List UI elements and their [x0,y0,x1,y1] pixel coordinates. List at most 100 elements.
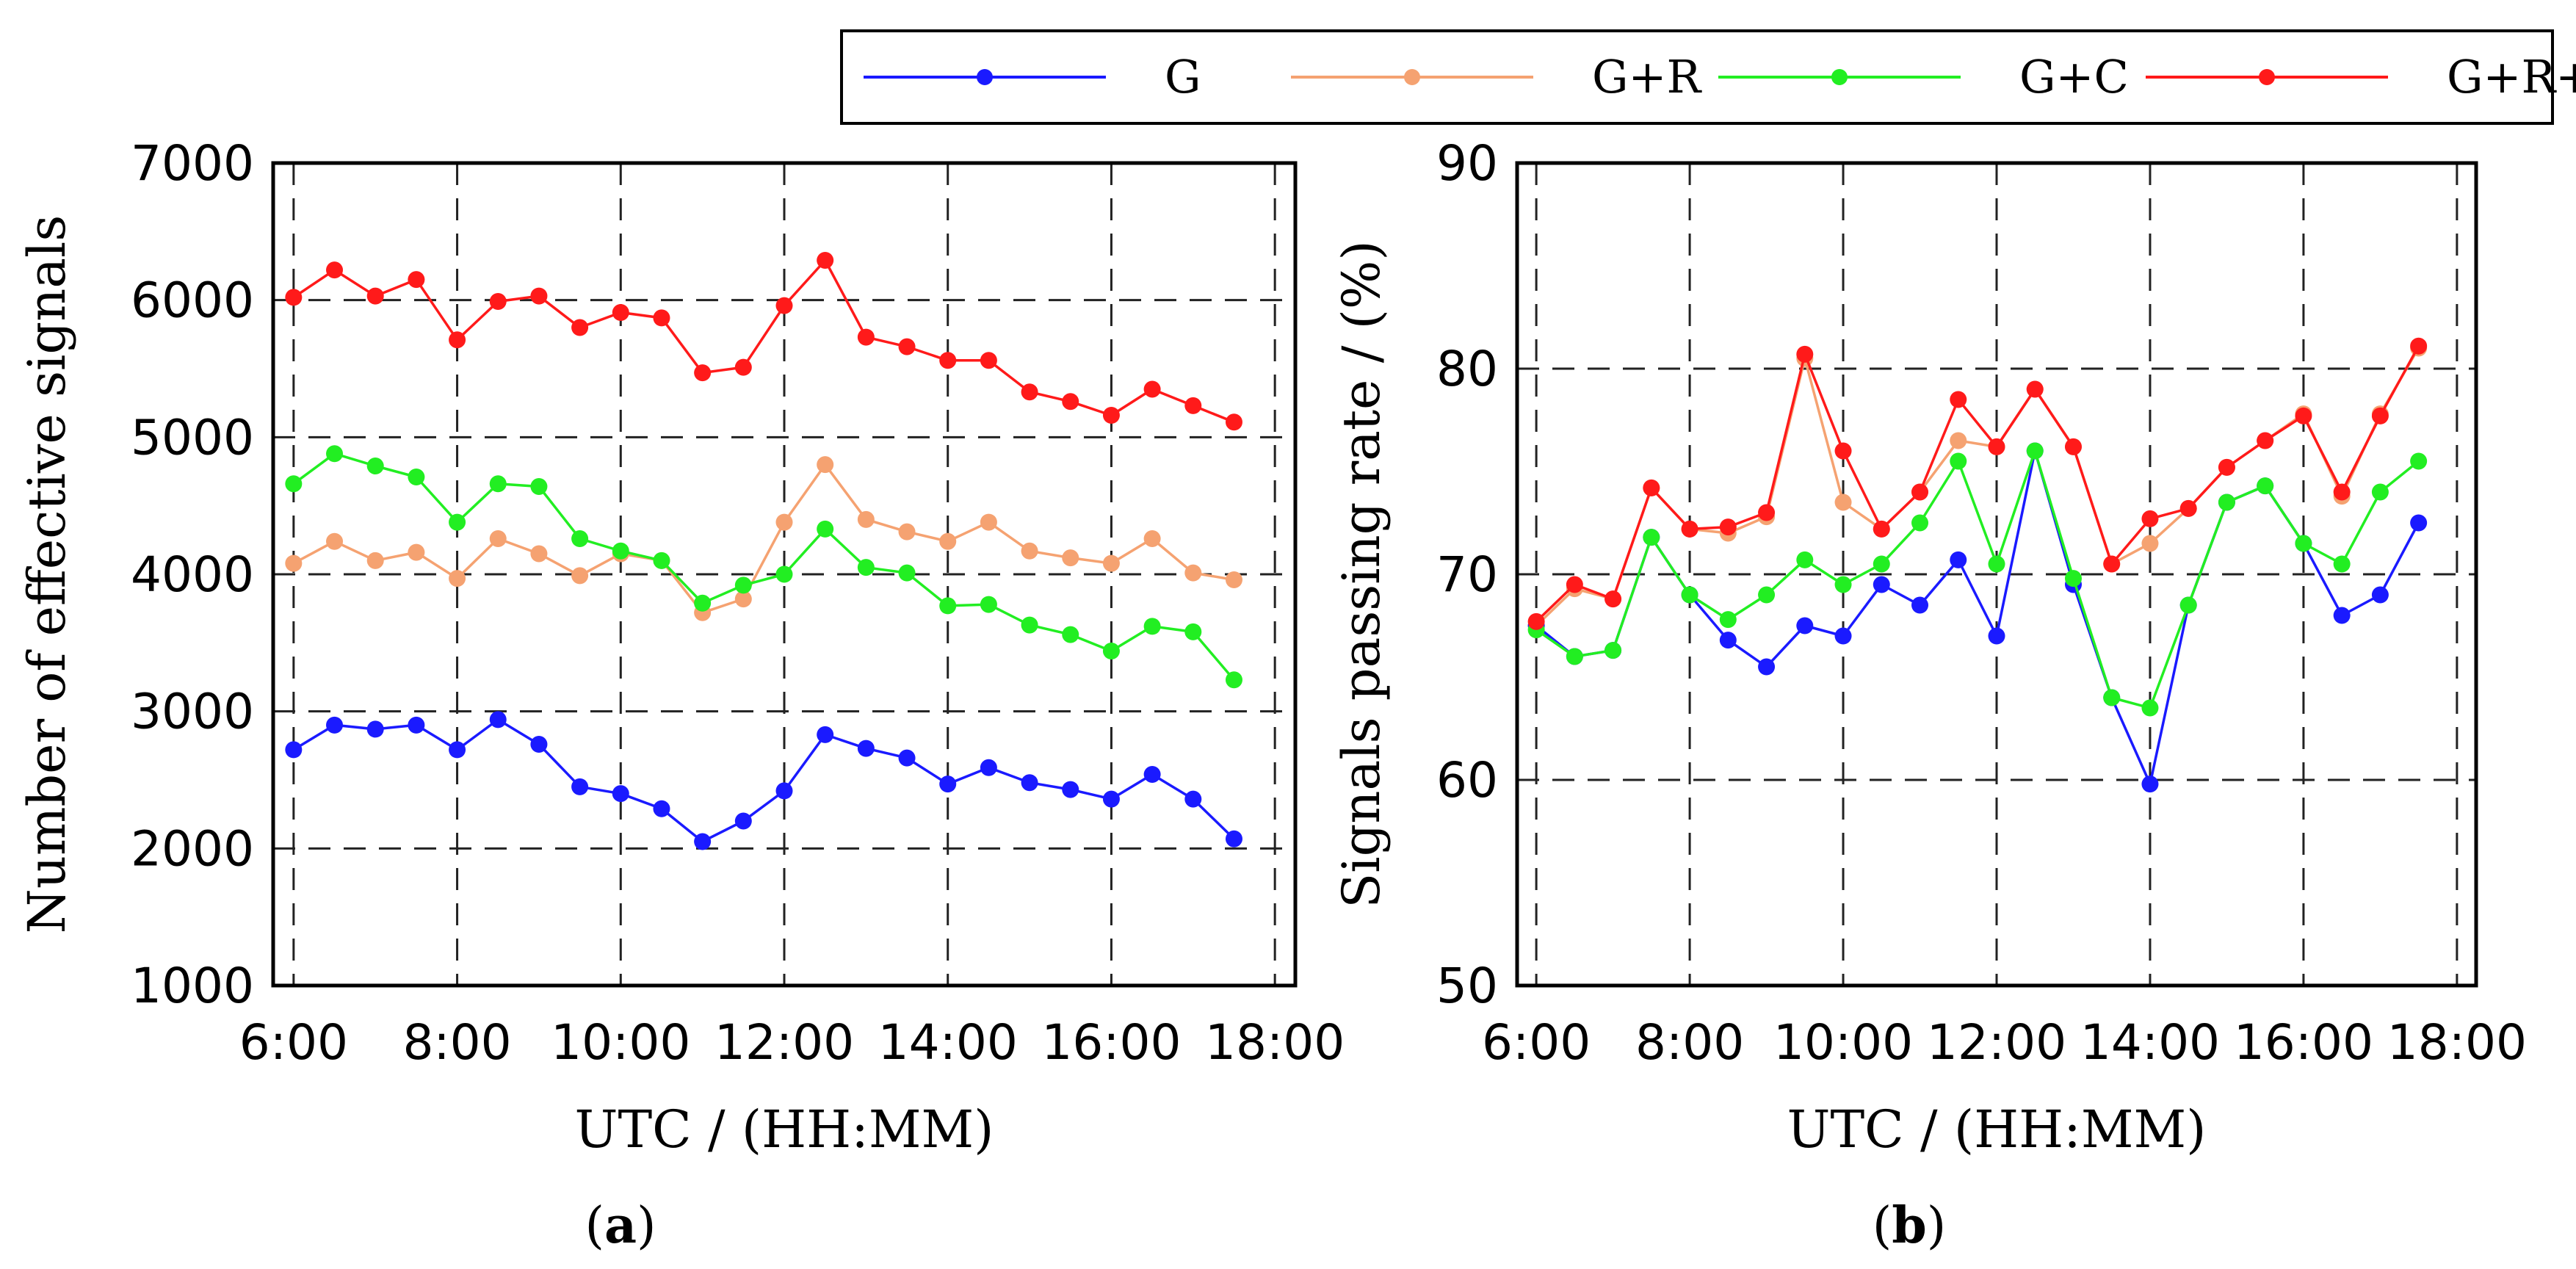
legend-marker-g-plus-r-plus-c [2259,69,2275,85]
data-point-a-g-plus-r [489,529,507,547]
data-point-a-g-plus-r [775,513,793,531]
data-point-b-g [2141,776,2159,793]
data-point-b-g-plus-r-plus-c [1604,590,1622,608]
data-point-a-g [1102,790,1120,808]
legend-label-g: G [1165,50,1201,104]
x-tick-label-a: 16:00 [1041,1014,1181,1071]
data-point-a-g [817,726,834,743]
data-point-a-g [366,720,384,738]
x-tick-label-b: 18:00 [2387,1014,2527,1071]
data-point-a-g [571,778,589,795]
data-point-a-g [1184,790,1202,808]
data-point-a-g-plus-c [817,520,834,538]
legend: G G+R G+C G+R+C [840,29,2576,125]
data-point-a-g-plus-c [1062,626,1079,643]
data-point-a-g-plus-c [694,594,712,612]
data-point-a-g-plus-c [571,529,589,547]
y-tick-label-a: 6000 [131,272,254,329]
data-point-b-g-plus-c [2371,483,2389,501]
x-axis-label-a: UTC / (HH:MM) [575,1099,994,1160]
x-tick-label-b: 14:00 [2080,1014,2220,1071]
data-point-a-g [449,741,466,759]
data-point-b-g-plus-c [2064,570,2082,588]
data-point-b-g [2371,586,2389,604]
data-point-b-g-plus-r-plus-c [1566,576,1583,593]
series-line-a-g-plus-c [292,452,1235,681]
data-point-a-g-plus-c [489,475,507,493]
data-point-a-g [285,741,303,759]
series-line-a-g-plus-r-plus-c [292,258,1235,424]
series-b-g [1527,442,2428,793]
data-point-b-g-plus-c [1796,551,1814,568]
data-point-b-g-plus-c [2295,535,2312,552]
data-point-a-g-plus-r-plus-c [817,252,834,270]
data-point-a-g-plus-r-plus-c [530,287,548,305]
data-point-a-g-plus-c [449,513,466,531]
data-point-a-g-plus-r [571,567,589,585]
series-line-b-g-plus-r [1535,347,2420,627]
data-point-b-g-plus-r-plus-c [2333,483,2351,501]
data-point-b-g-plus-r-plus-c [1527,612,1545,630]
data-point-a-g [408,716,425,734]
data-point-a-g-plus-r [408,543,425,561]
x-tick-label-b: 8:00 [1635,1014,1744,1071]
data-point-a-g [1021,774,1038,792]
data-point-a-g-plus-r-plus-c [694,364,712,382]
data-point-a-g-plus-r-plus-c [612,303,629,321]
ticks-a: 6:00 8:00 10:00 12:00 14:00 16:00 18:00 1000 200… [131,135,1345,1071]
data-point-a-g-plus-r [1143,529,1161,547]
data-point-a-g-plus-r-plus-c [489,293,507,311]
data-point-b-g-plus-r-plus-c [2026,380,2044,398]
plot-frame-b [1515,161,2478,988]
x-tick-label-a: 6:00 [239,1014,348,1071]
series-line-a-g-plus-r [292,463,1234,615]
series-line-b-g-plus-c [1535,449,2420,709]
data-point-a-g-plus-r-plus-c [939,352,957,369]
data-point-a-g-plus-c [366,458,384,475]
data-point-b-g-plus-r-plus-c [2410,337,2428,355]
data-point-a-g-plus-c [1021,616,1038,634]
data-point-b-g-plus-r-plus-c [2179,499,2197,517]
data-point-b-g-plus-c [1604,642,1622,659]
data-point-a-g-plus-r [1184,564,1202,582]
data-point-b-g-plus-r-plus-c [2257,432,2274,449]
data-point-a-g [775,782,793,800]
data-point-a-g-plus-r-plus-c [734,358,752,376]
data-point-a-g-plus-r-plus-c [449,331,466,349]
data-point-b-g-plus-c [2026,442,2044,460]
data-point-a-g [326,716,344,734]
data-point-b-g-plus-c [1643,529,1660,546]
data-point-a-g-plus-r [1225,571,1242,588]
data-point-b-g [1719,632,1737,649]
ticks-b: 6:00 8:00 10:00 12:00 14:00 16:00 18:00 50 60 70 8… [1436,135,2527,1071]
x-tick-label-a: 10:00 [551,1014,690,1071]
data-point-a-g-plus-c [530,478,548,496]
data-point-a-g-plus-c [980,596,997,613]
x-tick-label-a: 14:00 [878,1014,1018,1071]
data-point-a-g-plus-r-plus-c [857,328,875,346]
data-point-b-g-plus-r-plus-c [2103,555,2121,573]
data-point-b-g-plus-r-plus-c [1873,520,1890,538]
y-tick-label-b: 70 [1436,546,1498,603]
y-tick-label-b: 80 [1436,341,1498,397]
data-point-a-g [1225,830,1242,847]
data-point-b-g-plus-c [1834,576,1852,593]
data-point-b-g-plus-r-plus-c [1681,520,1698,538]
data-point-b-g-plus-c [1988,555,2005,573]
data-point-b-g-plus-r-plus-c [1911,483,1929,501]
data-point-a-g-plus-c [285,475,303,493]
data-point-a-g [530,735,548,753]
data-point-b-g-plus-r-plus-c [1719,518,1737,536]
data-point-b-g-plus-c [2141,699,2159,717]
x-tick-label-b: 6:00 [1482,1014,1591,1071]
data-point-b-g-plus-r-plus-c [1834,442,1852,460]
data-point-a-g-plus-r-plus-c [775,297,793,314]
data-point-a-g [980,759,997,776]
series-line-b-g-plus-r-plus-c [1535,345,2420,623]
data-point-a-g [939,776,957,793]
data-point-a-g [1062,781,1079,798]
data-point-b-g [2410,514,2428,532]
series-b-g-plus-c [1527,442,2428,717]
series-a-g [285,711,1242,850]
